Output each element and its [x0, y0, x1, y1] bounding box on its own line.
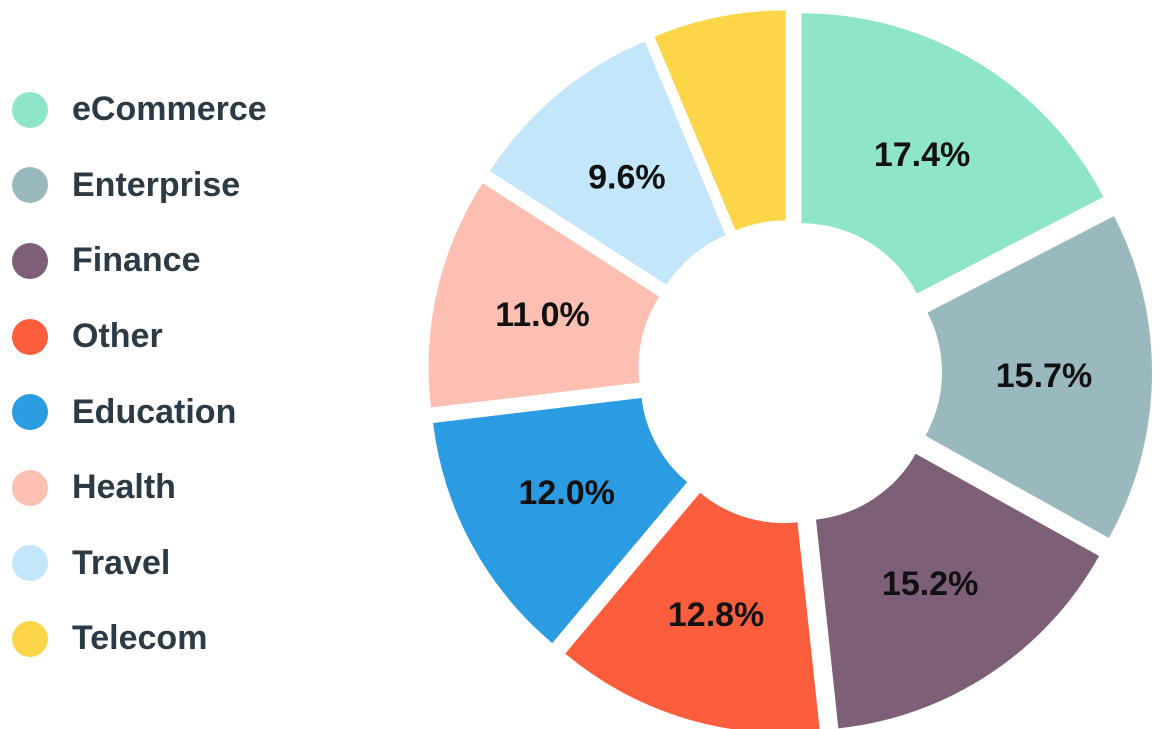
legend-item: Enterprise — [12, 148, 332, 224]
slice-label: 11.0% — [495, 296, 590, 334]
slice-label: 12.0% — [518, 474, 614, 512]
legend-item: Other — [12, 299, 332, 375]
legend-item: Health — [12, 450, 332, 526]
legend-label: Education — [72, 392, 237, 431]
legend-swatch — [12, 545, 48, 582]
legend-swatch — [12, 394, 48, 431]
legend-label: Telecom — [72, 619, 208, 658]
slice-label: 15.7% — [996, 357, 1092, 395]
slice-label: 9.6% — [588, 158, 666, 196]
slice-finance — [816, 453, 1100, 729]
legend-label: eCommerce — [72, 90, 267, 129]
slice-education — [433, 397, 688, 644]
slice-telecom — [654, 10, 786, 231]
legend: eCommerce Enterprise Finance Other Education… — [12, 72, 332, 677]
legend-swatch — [12, 318, 48, 355]
legend-label: Finance — [72, 241, 201, 280]
legend-label: Health — [72, 468, 176, 507]
legend-label: Travel — [72, 543, 171, 582]
slice-ecommerce — [801, 13, 1104, 294]
slice-label: 17.4% — [874, 136, 970, 174]
legend-item: eCommerce — [12, 72, 332, 148]
legend-item: Telecom — [12, 601, 332, 677]
slice-label: 15.2% — [882, 565, 978, 603]
legend-swatch — [12, 91, 48, 128]
legend-item: Education — [12, 374, 332, 450]
slice-health — [428, 183, 660, 408]
legend-item: Finance — [12, 223, 332, 299]
slice-label: 12.8% — [668, 596, 764, 634]
legend-label: Other — [72, 317, 163, 356]
legend-swatch — [12, 620, 48, 657]
legend-swatch — [12, 167, 48, 204]
slice-other — [565, 492, 820, 729]
legend-label: Enterprise — [72, 165, 241, 204]
legend-swatch — [12, 242, 48, 279]
slice-enterprise — [925, 216, 1152, 539]
legend-swatch — [12, 469, 48, 506]
slice-travel — [489, 41, 726, 285]
legend-item: Travel — [12, 526, 332, 602]
